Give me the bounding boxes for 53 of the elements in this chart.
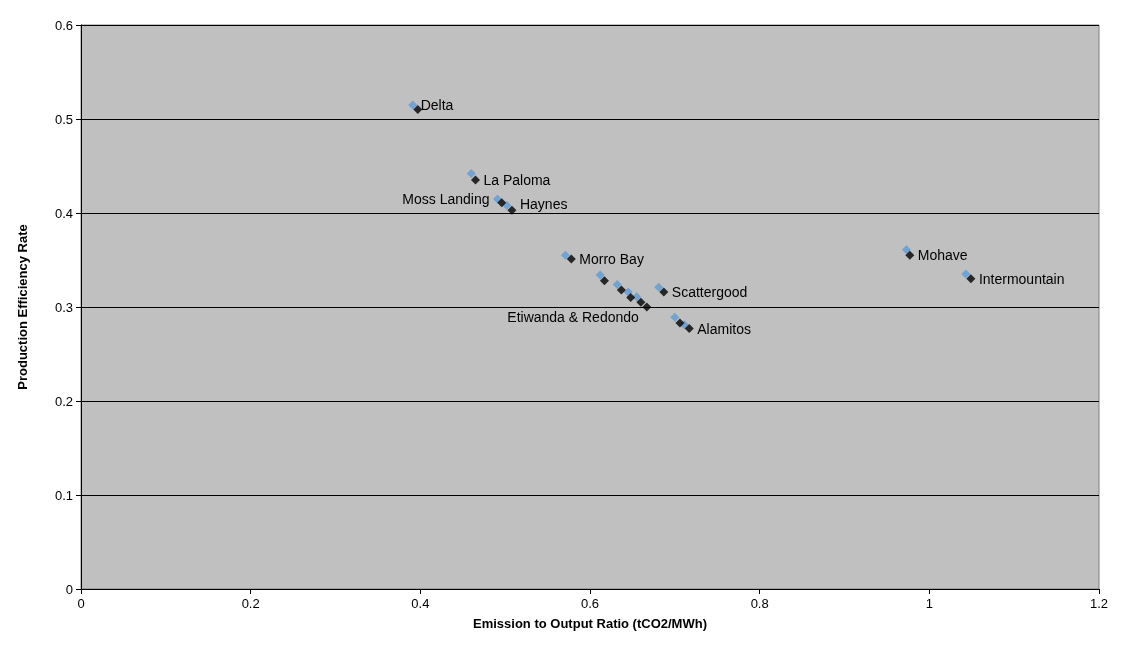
- point: [626, 293, 636, 303]
- point: [966, 274, 976, 284]
- point: [566, 254, 576, 264]
- y-tick-label: 0.2: [54, 393, 73, 409]
- annotation: Moss Landing: [402, 190, 490, 207]
- point: [413, 105, 423, 115]
- point: [507, 205, 517, 215]
- y-tick-label: 0.1: [54, 487, 73, 503]
- annotation: Alamitos: [697, 320, 751, 337]
- y-tick-label: 0.5: [54, 111, 73, 127]
- y-tick-label: 0.3: [54, 299, 73, 315]
- annotation: Haynes: [519, 196, 568, 212]
- point: [659, 287, 669, 297]
- x-axis-title: Emission to Output Ratio (tCO2/MWh): [473, 616, 707, 631]
- annotation: Scattergood: [671, 283, 748, 300]
- point: [502, 200, 512, 210]
- point: [632, 292, 642, 302]
- point: [901, 245, 911, 255]
- point: [905, 250, 915, 260]
- x-tick-label: 0.2: [241, 596, 260, 611]
- point: [684, 324, 694, 334]
- annotation: Mohave: [917, 247, 968, 264]
- point: [670, 312, 680, 322]
- point: [497, 198, 507, 208]
- point: [675, 318, 685, 328]
- x-tick-label: 1.2: [1089, 596, 1109, 611]
- annotation: La Paloma: [483, 172, 551, 189]
- annotation: Etiwanda & Redondo: [507, 309, 640, 325]
- point: [654, 282, 664, 292]
- x-tick-label: 0: [77, 596, 85, 611]
- x-tick-label: 0.6: [580, 596, 600, 611]
- annotation: Morro Bay: [579, 251, 644, 268]
- y-axis-title: Production Efficiency Rate: [15, 224, 30, 390]
- point: [599, 276, 609, 286]
- point: [470, 175, 480, 185]
- annotation: Delta: [420, 96, 454, 113]
- point: [466, 169, 476, 179]
- point: [612, 279, 622, 289]
- point: [595, 270, 605, 280]
- point: [616, 285, 626, 295]
- point: [636, 297, 646, 307]
- point: [961, 269, 971, 279]
- x-tick-label: 0.8: [750, 596, 769, 611]
- x-tick-label: 0.4: [411, 596, 430, 611]
- annotation: Intermountain: [978, 270, 1065, 287]
- point: [642, 302, 652, 312]
- x-tick-label: 1: [925, 596, 933, 611]
- y-tick-label: 0: [65, 581, 73, 597]
- y-tick-label: 0.4: [54, 205, 73, 221]
- point: [623, 287, 633, 297]
- point: [560, 250, 570, 260]
- y-tick-label: 0.6: [54, 17, 73, 33]
- point: [408, 100, 418, 110]
